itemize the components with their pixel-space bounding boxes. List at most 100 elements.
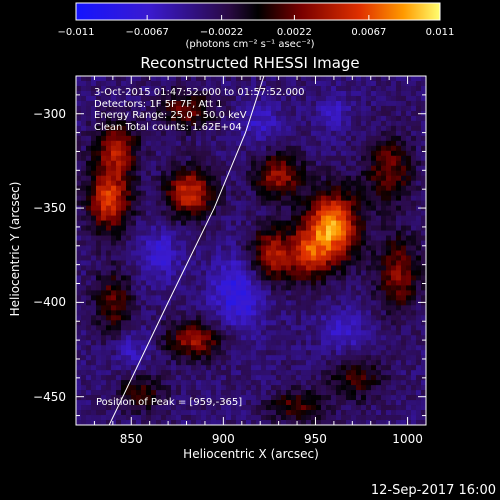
heatmap-cell: [146, 195, 152, 201]
heatmap-cell: [236, 395, 242, 401]
heatmap-cell: [181, 320, 187, 326]
heatmap-cell: [406, 415, 412, 421]
heatmap-cell: [376, 360, 382, 366]
heatmap-cell: [196, 190, 202, 196]
heatmap-cell: [81, 285, 87, 291]
heatmap-cell: [416, 295, 422, 301]
heatmap-cell: [381, 295, 387, 301]
heatmap-cell: [416, 240, 422, 246]
heatmap-cell: [396, 405, 402, 411]
heatmap-cell: [116, 355, 122, 361]
heatmap-cell: [121, 240, 127, 246]
heatmap-cell: [76, 400, 82, 406]
heatmap-cell: [236, 90, 242, 97]
heatmap-cell: [186, 175, 192, 181]
heatmap-cell: [421, 76, 427, 82]
heatmap-cell: [101, 405, 107, 411]
heatmap-cell: [111, 405, 117, 411]
heatmap-cell: [371, 100, 377, 107]
heatmap-cell: [76, 135, 82, 142]
heatmap-cell: [231, 165, 237, 172]
heatmap-cell: [381, 365, 387, 371]
heatmap-cell: [131, 280, 137, 286]
heatmap-cell: [391, 105, 397, 112]
heatmap-cell: [356, 80, 362, 87]
heatmap-cell: [271, 245, 277, 251]
heatmap-cell: [306, 385, 312, 391]
heatmap-cell: [356, 205, 362, 211]
heatmap-cell: [206, 210, 212, 216]
heatmap-cell: [406, 145, 412, 152]
heatmap-cell: [196, 120, 202, 127]
heatmap-cell: [346, 76, 352, 82]
heatmap-cell: [411, 165, 417, 172]
heatmap-cell: [351, 110, 357, 117]
heatmap-cell: [226, 340, 232, 346]
heatmap-cell: [341, 215, 347, 221]
heatmap-cell: [351, 365, 357, 371]
heatmap-cell: [176, 320, 182, 326]
heatmap-cell: [286, 295, 292, 301]
heatmap-cell: [416, 360, 422, 366]
heatmap-cell: [331, 410, 337, 416]
heatmap-cell: [101, 115, 107, 122]
heatmap-cell: [401, 285, 407, 291]
heatmap-cell: [261, 145, 267, 152]
heatmap-cell: [256, 160, 262, 167]
heatmap-cell: [261, 225, 267, 231]
heatmap-cell: [111, 250, 117, 256]
heatmap-cell: [336, 205, 342, 211]
heatmap-cell: [136, 270, 142, 276]
heatmap-cell: [276, 325, 282, 331]
heatmap-cell: [246, 390, 252, 396]
heatmap-cell: [246, 325, 252, 331]
heatmap-cell: [241, 310, 247, 316]
heatmap-cell: [181, 365, 187, 371]
heatmap-cell: [316, 170, 322, 177]
heatmap-cell: [336, 95, 342, 102]
heatmap-cell: [206, 220, 212, 226]
heatmap-cell: [276, 395, 282, 401]
heatmap-cell: [116, 275, 122, 281]
heatmap-cell: [251, 310, 257, 316]
heatmap-cell: [121, 370, 127, 376]
heatmap-cell: [276, 290, 282, 296]
heatmap-cell: [271, 200, 277, 206]
heatmap-cell: [311, 305, 317, 311]
heatmap-cell: [211, 105, 217, 112]
heatmap-cell: [281, 290, 287, 296]
heatmap-cell: [126, 160, 132, 167]
heatmap-cell: [331, 390, 337, 396]
heatmap-cell: [306, 395, 312, 401]
heatmap-cell: [146, 370, 152, 376]
heatmap-cell: [191, 285, 197, 291]
heatmap-cell: [296, 145, 302, 152]
heatmap-cell: [251, 325, 257, 331]
heatmap-cell: [366, 310, 372, 316]
heatmap-cell: [256, 400, 262, 406]
heatmap-cell: [121, 350, 127, 356]
heatmap-cell: [201, 420, 207, 426]
heatmap-cell: [381, 170, 387, 177]
heatmap-cell: [156, 95, 162, 102]
heatmap-cell: [326, 385, 332, 391]
heatmap-cell: [86, 125, 92, 132]
heatmap-cell: [76, 150, 82, 157]
heatmap-cell: [151, 370, 157, 376]
heatmap-cell: [276, 320, 282, 326]
heatmap-cell: [376, 400, 382, 406]
heatmap-cell: [341, 95, 347, 102]
heatmap-cell: [341, 390, 347, 396]
heatmap-cell: [416, 115, 422, 122]
heatmap-cell: [121, 175, 127, 181]
heatmap-cell: [256, 115, 262, 122]
heatmap-cell: [316, 370, 322, 376]
heatmap-cell: [421, 95, 427, 102]
heatmap-cell: [356, 240, 362, 246]
heatmap-cell: [386, 345, 392, 351]
heatmap-cell: [196, 195, 202, 201]
heatmap-cell: [131, 320, 137, 326]
heatmap-cell: [206, 155, 212, 162]
heatmap-cell: [241, 205, 247, 211]
heatmap-cell: [226, 275, 232, 281]
